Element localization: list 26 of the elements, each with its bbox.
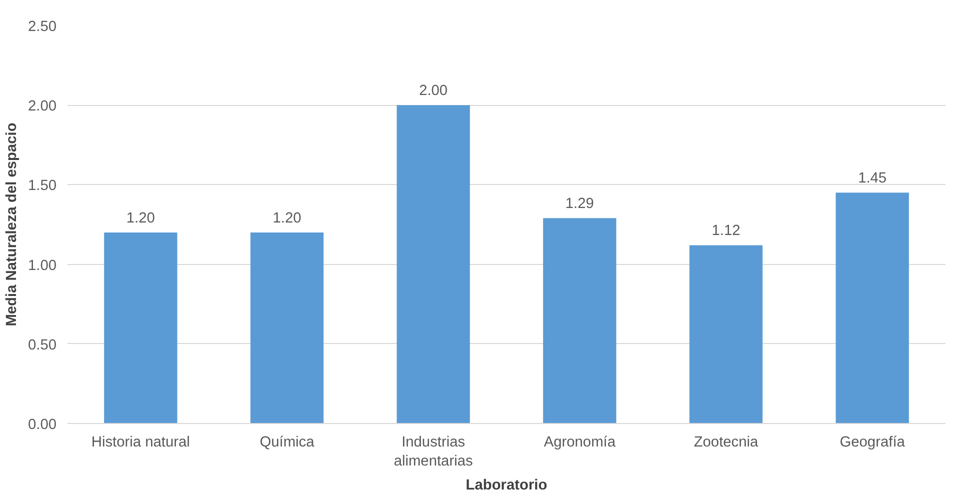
x-tick-label: Historia natural — [91, 434, 190, 450]
bar — [104, 232, 178, 424]
bar — [689, 245, 763, 424]
data-label: 1.20 — [126, 210, 155, 226]
y-tick-label: 1.50 — [28, 178, 57, 194]
x-tick-label: Zootecnia — [694, 434, 760, 450]
x-tick-label: Agronomía — [544, 434, 616, 450]
x-tick-label: Geografía — [840, 434, 906, 450]
x-tick-label: Industrias alimentarias — [394, 434, 473, 470]
bar — [250, 232, 324, 424]
y-tick-label: 2.50 — [28, 19, 57, 35]
y-tick-label: 0.50 — [28, 337, 57, 354]
data-label: 1.12 — [712, 223, 740, 240]
x-tick-label: Química — [260, 434, 316, 450]
data-label: 1.20 — [272, 210, 302, 226]
data-label: 1.45 — [858, 170, 887, 187]
x-axis-title: Laboratorio — [466, 478, 548, 494]
data-label: 1.29 — [565, 196, 594, 212]
y-tick-label: 0.00 — [28, 417, 57, 433]
y-axis-title: Media Naturaleza del espacio — [4, 122, 20, 326]
bar — [836, 192, 909, 424]
y-tick-label: 1.00 — [28, 258, 57, 274]
bar — [396, 105, 470, 424]
y-tick-label: 2.00 — [28, 98, 57, 115]
bar — [543, 218, 616, 424]
data-label: 2.00 — [419, 83, 448, 100]
